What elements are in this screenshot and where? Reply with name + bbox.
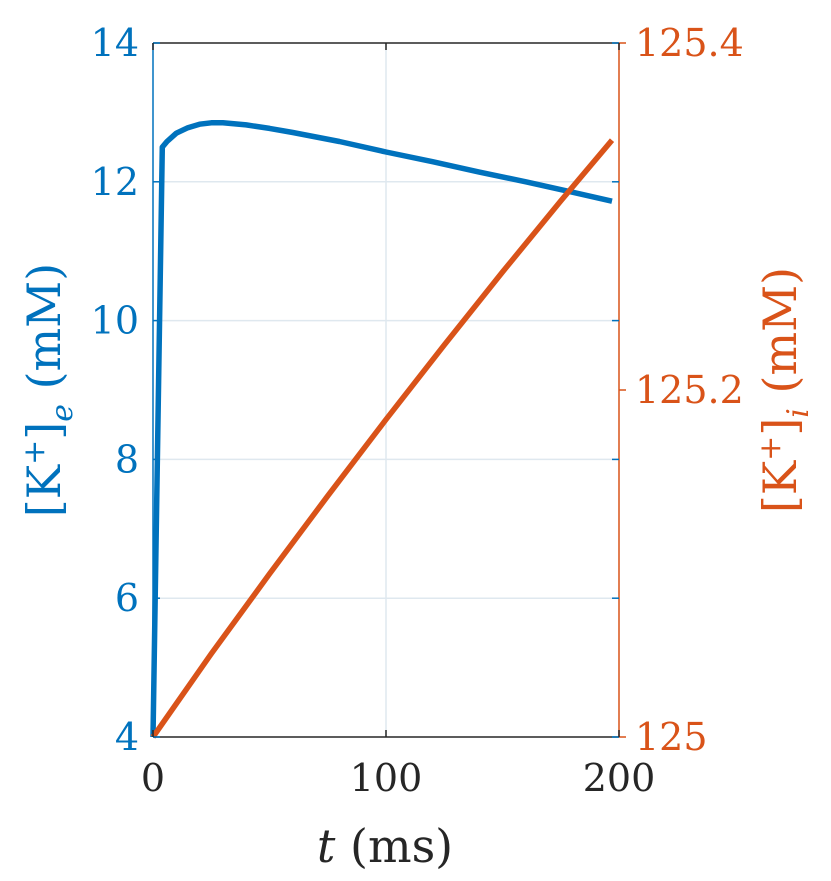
x-tick-label: 200 [583, 756, 656, 800]
grid-lines [153, 43, 619, 737]
left-y-tick-label: 12 [91, 160, 139, 204]
tick-labels: 4 6 8 10 12 14 125 125.2 125.4 0 100 200 [91, 21, 744, 800]
axes [152, 42, 626, 738]
left-y-tick-label: 10 [91, 299, 139, 343]
right-y-tick-label: 125.2 [635, 368, 744, 412]
x-axis-label: t (ms) [317, 819, 453, 873]
right-y-tick-label: 125 [635, 715, 708, 759]
right-y-tick-label: 125.4 [635, 21, 744, 65]
left-y-tick-label: 8 [115, 437, 139, 481]
series-line-left [150, 120, 613, 738]
left-y-tick-label: 14 [91, 21, 139, 65]
left-y-axis-label: [K+]e (mM) [17, 263, 80, 517]
x-tick-label: 0 [141, 756, 165, 800]
left-y-tick-label: 6 [115, 576, 139, 620]
series-line-right [150, 138, 615, 739]
left-y-tick-label: 4 [115, 715, 139, 759]
plot-series [150, 120, 615, 739]
x-tick-label: 100 [350, 756, 423, 800]
right-y-axis-label: [K+]i (mM) [753, 267, 816, 513]
